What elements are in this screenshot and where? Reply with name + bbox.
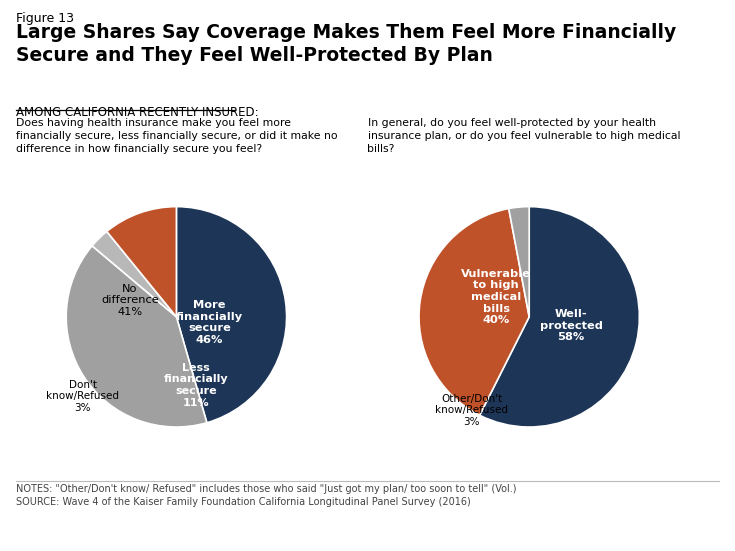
Wedge shape: [176, 207, 287, 423]
Text: In general, do you feel well-protected by your health
insurance plan, or do you : In general, do you feel well-protected b…: [368, 118, 680, 154]
Text: THE HENRY J.: THE HENRY J.: [652, 497, 694, 502]
Text: Large Shares Say Coverage Makes Them Feel More Financially
Secure and They Feel : Large Shares Say Coverage Makes Them Fee…: [16, 23, 676, 65]
Text: More
financially
secure
46%: More financially secure 46%: [176, 300, 243, 345]
Text: FOUNDATION: FOUNDATION: [652, 531, 694, 536]
Text: Does having health insurance make you feel more
financially secure, less financi: Does having health insurance make you fe…: [16, 118, 338, 154]
Text: KAISER: KAISER: [646, 504, 700, 517]
Wedge shape: [419, 208, 529, 415]
Text: Other/Don't
know/Refused
3%: Other/Don't know/Refused 3%: [435, 394, 509, 427]
Wedge shape: [509, 207, 529, 317]
Text: Figure 13: Figure 13: [16, 12, 74, 25]
Text: FAMILY: FAMILY: [647, 515, 699, 528]
Text: Don't
know/Refused
3%: Don't know/Refused 3%: [46, 380, 119, 413]
Wedge shape: [92, 231, 176, 317]
Wedge shape: [66, 246, 207, 427]
Text: Less
financially
secure
11%: Less financially secure 11%: [164, 363, 229, 408]
Text: Well-
protected
58%: Well- protected 58%: [539, 309, 603, 342]
Text: SOURCE: Wave 4 of the Kaiser Family Foundation California Longitudinal Panel Sur: SOURCE: Wave 4 of the Kaiser Family Foun…: [16, 497, 471, 507]
Text: AMONG CALIFORNIA RECENTLY INSURED:: AMONG CALIFORNIA RECENTLY INSURED:: [16, 106, 259, 119]
Text: NOTES: "Other/Don't know/ Refused" includes those who said "Just got my plan/ to: NOTES: "Other/Don't know/ Refused" inclu…: [16, 484, 517, 494]
Text: No
difference
41%: No difference 41%: [101, 284, 159, 317]
Wedge shape: [480, 207, 639, 427]
Wedge shape: [107, 207, 176, 317]
Text: Vulnerable
to high
medical
bills
40%: Vulnerable to high medical bills 40%: [461, 269, 531, 325]
